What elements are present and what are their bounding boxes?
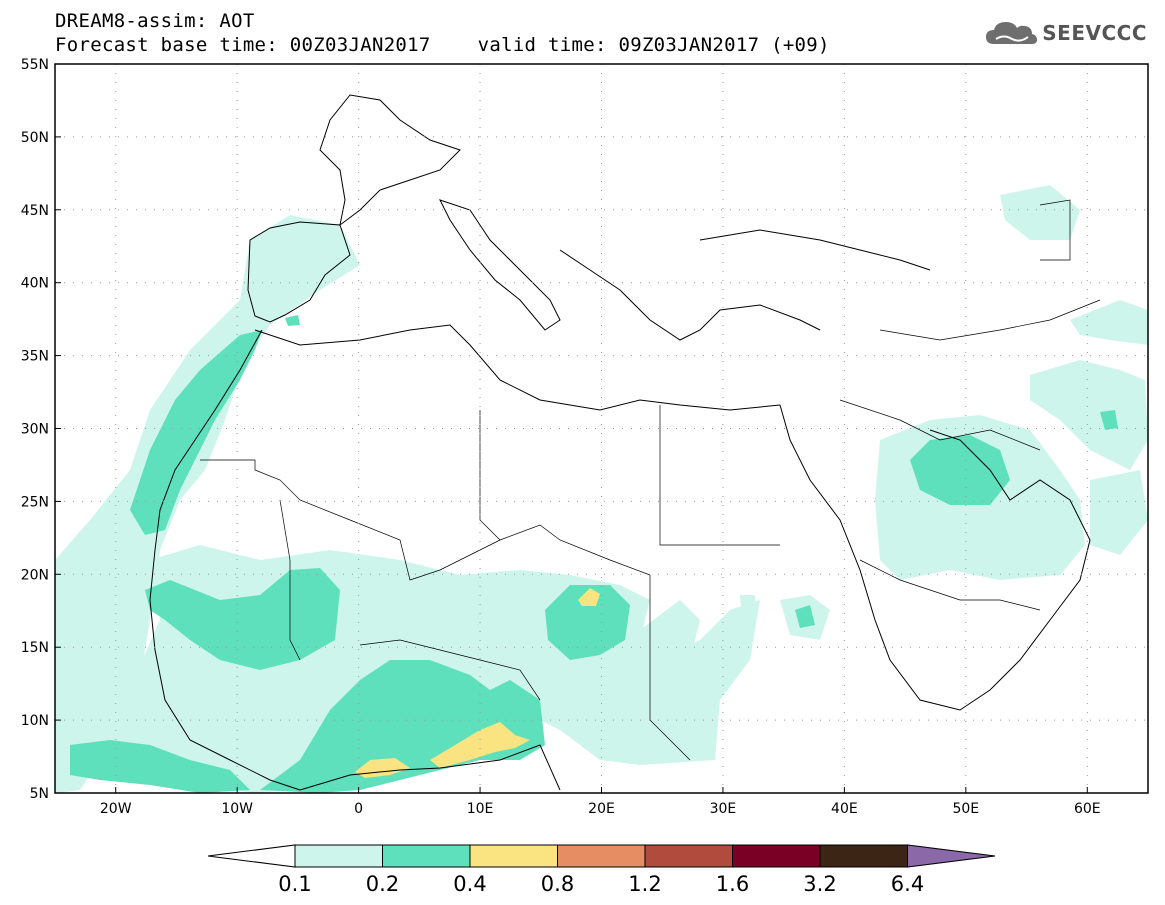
aot-region-chad	[545, 585, 630, 660]
latitude-label: 35N	[21, 349, 49, 365]
longitude-label: 20E	[588, 801, 615, 817]
colorbar-arrow-low	[207, 844, 296, 868]
colorbar-swatch	[469, 844, 558, 868]
latitude-label: 15N	[21, 640, 49, 656]
colorbar-swatch	[557, 844, 646, 868]
longitude-label: 40E	[831, 801, 858, 817]
aot-region-chad-core	[578, 588, 600, 606]
longitude-label: 10W	[221, 801, 253, 817]
colorbar-label: 1.2	[628, 872, 661, 896]
colorbar-swatch	[294, 844, 383, 868]
forecast-time-line: Forecast base time: 00Z03JAN2017 valid t…	[55, 34, 830, 56]
colorbar-swatch	[732, 844, 821, 868]
aot-region-morocco-coast	[130, 330, 262, 535]
colorbar-swatch	[382, 844, 471, 868]
longitude-label: 30E	[710, 801, 737, 817]
latitude-label: 55N	[21, 57, 49, 73]
latitude-label: 30N	[21, 422, 49, 438]
longitude-label: 0	[354, 801, 363, 817]
aot-region-gulf	[910, 435, 1010, 505]
aot-region-mali	[795, 605, 815, 628]
aot-region-gulf-oman	[1090, 470, 1148, 555]
aot-region-east-africa	[740, 595, 755, 615]
latitude-label: 10N	[21, 713, 49, 729]
colorbar-arrow-high	[907, 844, 996, 868]
latitude-label: 5N	[30, 786, 49, 802]
colorbar-label: 0.4	[453, 872, 486, 896]
aot-region-iran	[1030, 360, 1148, 470]
colorbar-label: 3.2	[803, 872, 836, 896]
colorbar-swatch	[644, 844, 733, 868]
aot-region-nigeria	[430, 722, 530, 768]
country-borders	[200, 199, 1101, 761]
longitude-label: 60E	[1074, 801, 1101, 817]
aot-region-nile	[590, 600, 700, 720]
colorbar-label: 6.4	[891, 872, 924, 896]
latitude-label: 50N	[21, 130, 49, 146]
longitude-label: 50E	[952, 801, 979, 817]
latitude-label: 45N	[21, 203, 49, 219]
aot-region-caspian	[1000, 185, 1080, 240]
latitude-labels: 55N 50N 45N 40N 35N 30N 25N 20N 15N 10N 5N	[21, 57, 61, 802]
colorbar: 0.1 0.2 0.4 0.8 1.2 1.6 3.2 6.4	[207, 844, 996, 896]
logo-text: SEEVCCC	[1042, 21, 1147, 45]
colorbar-label: 0.8	[541, 872, 574, 896]
colorbar-swatch	[819, 844, 908, 868]
longitude-label: 10E	[467, 801, 494, 817]
latitude-label: 20N	[21, 567, 49, 583]
colorbar-label: 0.1	[278, 872, 311, 896]
aot-region-west-coast	[70, 740, 250, 793]
aot-region-west-sahel	[145, 568, 340, 670]
longitude-label: 20W	[100, 801, 132, 817]
longitude-labels: 20W 10W 0 10E 20E 30E 40E 50E 60E	[100, 787, 1101, 817]
colorbar-label: 0.2	[366, 872, 399, 896]
colorbar-label: 1.6	[716, 872, 749, 896]
logo: SEEVCCC	[984, 18, 1147, 48]
aot-region-atlantic	[55, 215, 360, 793]
map-title: DREAM8-assim: AOT	[55, 10, 255, 32]
aot-region-hormuz	[1100, 410, 1118, 430]
latitude-label: 25N	[21, 494, 49, 510]
aot-region-gulf-guinea	[260, 660, 545, 793]
aot-shading	[55, 185, 1148, 793]
latitude-label: 40N	[21, 276, 49, 292]
aot-region-central-asia	[1070, 300, 1148, 345]
aot-region-iberia	[285, 315, 300, 326]
coastlines	[149, 94, 1091, 791]
cloud-icon	[986, 22, 1038, 44]
